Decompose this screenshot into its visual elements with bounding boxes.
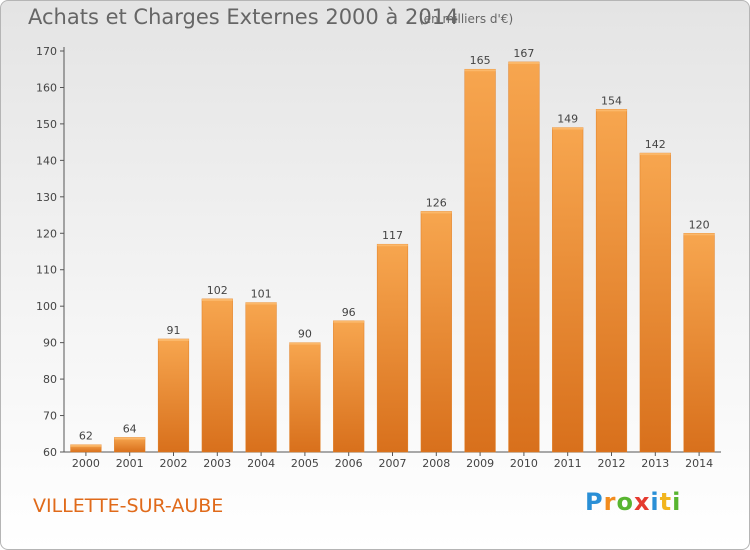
bar-top-2011 bbox=[552, 127, 584, 130]
x-tick-label: 2009 bbox=[466, 457, 494, 470]
y-tick-label: 100 bbox=[36, 300, 57, 313]
y-tick-label: 140 bbox=[36, 154, 57, 167]
y-tick-label: 120 bbox=[36, 227, 57, 240]
x-tick-label: 2007 bbox=[379, 457, 407, 470]
bars bbox=[70, 61, 715, 453]
bar-value-label: 62 bbox=[79, 430, 93, 443]
bar-2013[interactable] bbox=[639, 152, 671, 453]
bar-value-label: 126 bbox=[426, 196, 447, 209]
bar-value-label: 64 bbox=[123, 422, 137, 435]
proxiti-logo[interactable]: Proxiti bbox=[585, 488, 681, 516]
bar-top-2014 bbox=[683, 233, 715, 236]
y-tick-label: 60 bbox=[43, 446, 57, 459]
bar-top-2013 bbox=[639, 153, 671, 156]
x-tick-label: 2008 bbox=[422, 457, 450, 470]
bar-2001[interactable] bbox=[114, 437, 146, 453]
y-tick-label: 150 bbox=[36, 118, 57, 131]
bar-2005[interactable] bbox=[289, 342, 321, 453]
bar-value-label: 149 bbox=[557, 113, 578, 126]
bar-top-2000 bbox=[70, 444, 102, 447]
bar-value-label: 154 bbox=[601, 94, 622, 107]
bar-top-2006 bbox=[333, 320, 365, 323]
x-tick-label: 2006 bbox=[335, 457, 363, 470]
x-tick-label: 2002 bbox=[160, 457, 188, 470]
bar-value-label: 142 bbox=[645, 138, 666, 151]
logo-letter: P bbox=[585, 488, 604, 516]
bar-top-2001 bbox=[114, 437, 146, 440]
y-tick-label: 130 bbox=[36, 191, 57, 204]
bar-value-label: 90 bbox=[298, 328, 312, 341]
bar-2012[interactable] bbox=[595, 109, 628, 453]
x-tick-label: 2014 bbox=[685, 457, 713, 470]
bar-value-label: 102 bbox=[207, 284, 228, 297]
logo-letter: t bbox=[659, 488, 673, 516]
bar-top-2010 bbox=[508, 61, 540, 64]
x-tick-label: 2000 bbox=[72, 457, 100, 470]
bar-value-label: 120 bbox=[689, 218, 710, 231]
bar-value-label: 91 bbox=[167, 324, 181, 337]
bar-2004[interactable] bbox=[245, 302, 277, 453]
bar-top-2003 bbox=[201, 298, 233, 301]
y-tick-label: 110 bbox=[36, 264, 57, 277]
bar-top-2007 bbox=[377, 244, 408, 247]
commune-name: VILLETTE-SUR-AUBE bbox=[33, 495, 224, 517]
x-tick-label: 2013 bbox=[641, 457, 669, 470]
x-tick-label: 2010 bbox=[510, 457, 538, 470]
x-tick-label: 2003 bbox=[203, 457, 231, 470]
logo-letter: r bbox=[603, 488, 617, 516]
logo-letter: i bbox=[650, 488, 660, 516]
bar-value-label: 167 bbox=[513, 47, 534, 60]
bar-2009[interactable] bbox=[464, 68, 496, 453]
x-tick-label: 2004 bbox=[247, 457, 275, 470]
logo-letter: i bbox=[672, 488, 682, 516]
bar-2006[interactable] bbox=[333, 320, 365, 453]
y-tick-label: 90 bbox=[43, 337, 57, 350]
bar-labels: 62 64 91 102 101 90 96 117 126 165 167 149 154 142 120 bbox=[79, 47, 710, 443]
y-tick-label: 80 bbox=[43, 373, 57, 386]
logo-letter: x bbox=[633, 488, 651, 516]
x-tick-label: 2011 bbox=[554, 457, 582, 470]
bar-top-2012 bbox=[596, 109, 627, 112]
bar-2008[interactable] bbox=[420, 211, 452, 453]
bar-2014[interactable] bbox=[683, 233, 715, 453]
bar-value-label: 117 bbox=[382, 229, 403, 242]
bar-value-label: 96 bbox=[342, 306, 356, 319]
bar-top-2004 bbox=[245, 302, 277, 305]
bar-2010[interactable] bbox=[508, 61, 540, 453]
bar-top-2008 bbox=[420, 211, 452, 214]
bar-2011[interactable] bbox=[552, 127, 584, 453]
bar-2007[interactable] bbox=[376, 243, 409, 453]
y-tick-label: 170 bbox=[36, 45, 57, 58]
chart-subtitle: (en milliers d'€) bbox=[419, 12, 514, 26]
x-tick-label: 2012 bbox=[598, 457, 626, 470]
bar-top-2009 bbox=[464, 69, 496, 72]
axes: 60 70 80 90 100 110 120 130 140 150 160 170 2000 2001… bbox=[36, 45, 721, 470]
bar-2002[interactable] bbox=[157, 338, 190, 453]
bar-top-2002 bbox=[158, 338, 189, 341]
x-tick-label: 2001 bbox=[116, 457, 144, 470]
x-tick-label: 2005 bbox=[291, 457, 319, 470]
y-tick-label: 160 bbox=[36, 81, 57, 94]
y-tick-label: 70 bbox=[43, 410, 57, 423]
chart-title: Achats et Charges Externes 2000 à 2014 bbox=[28, 5, 459, 29]
bar-value-label: 165 bbox=[470, 54, 491, 67]
bar-top-2005 bbox=[289, 342, 321, 345]
logo-letter: o bbox=[616, 488, 634, 516]
bar-value-label: 101 bbox=[251, 288, 272, 301]
bar-2003[interactable] bbox=[201, 298, 233, 453]
